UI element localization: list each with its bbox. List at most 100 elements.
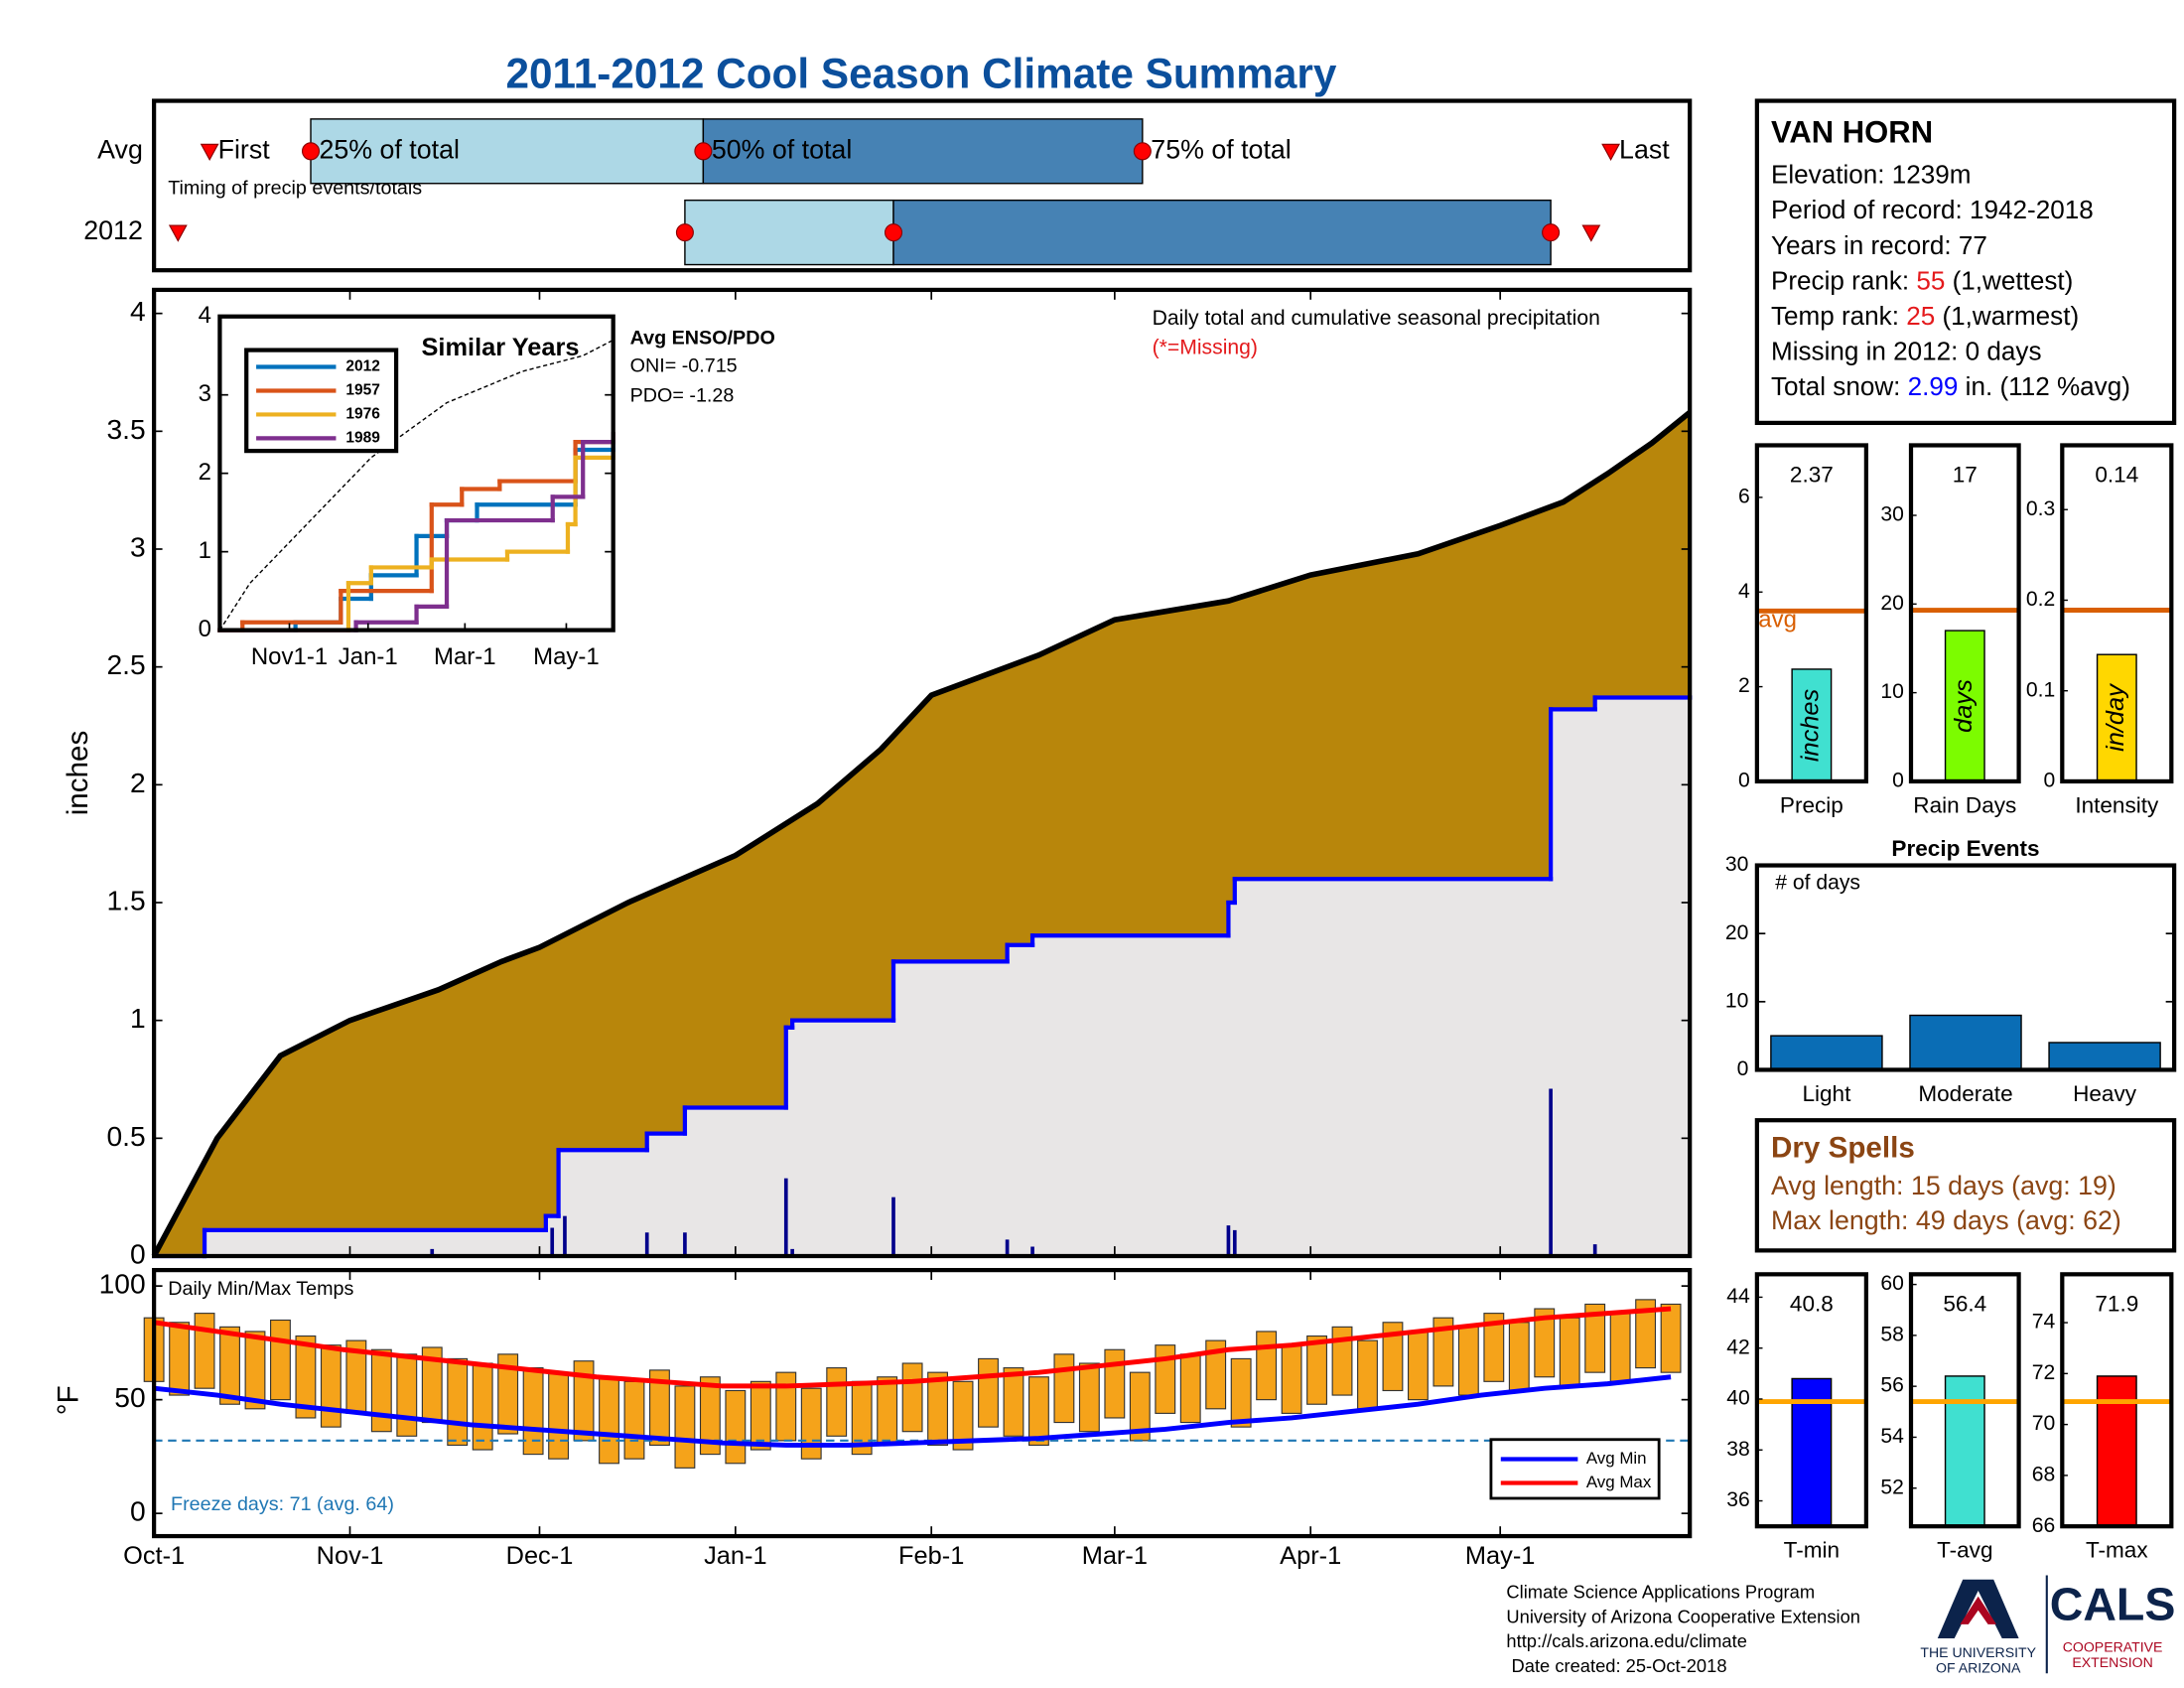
daily-temp-bar bbox=[1483, 1313, 1505, 1382]
category-label: Moderate bbox=[1918, 1081, 2012, 1106]
daily-temp-bar bbox=[775, 1371, 797, 1442]
daily-temp-bar bbox=[1508, 1322, 1530, 1392]
inset-title: Similar Years bbox=[421, 334, 579, 361]
x-tick-label: Apr-1 bbox=[1280, 1542, 1341, 1570]
y-tick-label: 68 bbox=[2032, 1463, 2056, 1485]
category-label: Intensity bbox=[2075, 792, 2159, 817]
timing-segment bbox=[684, 199, 894, 266]
page-title: 2011-2012 Cool Season Climate Summary bbox=[505, 51, 1336, 97]
daily-temp-bar bbox=[548, 1371, 570, 1460]
daily-temp-bar bbox=[800, 1387, 822, 1460]
station-text: Temp rank: bbox=[1771, 301, 1906, 331]
footer-line: http://cals.arizona.edu/climate bbox=[1506, 1630, 1746, 1651]
daily-precip-bar bbox=[1592, 1244, 1597, 1257]
bar-unit-label: inches bbox=[1797, 688, 1825, 762]
value-label: 2.37 bbox=[1790, 462, 1834, 487]
daily-precip-bar bbox=[783, 1178, 788, 1257]
daily-precip-bar bbox=[1226, 1225, 1231, 1257]
reference-line bbox=[218, 339, 614, 632]
logo-extension: COOPERATIVE bbox=[2063, 1639, 2163, 1655]
category-label: T-min bbox=[1784, 1538, 1840, 1563]
y-tick-label: 4 bbox=[199, 302, 211, 329]
daily-temp-bar bbox=[1382, 1322, 1404, 1392]
daily-precip-bar bbox=[891, 1196, 895, 1257]
timing-label: 50% of total bbox=[712, 134, 852, 164]
y-tick-label: 0.2 bbox=[2026, 588, 2055, 611]
y-tick-label: 2.5 bbox=[106, 648, 145, 680]
timing-label: 25% of total bbox=[319, 134, 459, 164]
axes-frame bbox=[152, 1267, 1693, 1539]
daily-temp-bar bbox=[1053, 1353, 1075, 1424]
timing-marker bbox=[1133, 142, 1152, 161]
value-label: 56.4 bbox=[1943, 1291, 1986, 1316]
daily-temp-bar bbox=[1155, 1344, 1176, 1414]
y-tick-label: 0 bbox=[130, 1495, 146, 1527]
timing-segment bbox=[310, 118, 705, 185]
freeze-note: Freeze days: 71 (avg. 64) bbox=[171, 1493, 394, 1515]
enso-line: PDO= -1.28 bbox=[630, 384, 735, 406]
daily-precip-bar bbox=[790, 1248, 794, 1257]
axes-frame bbox=[217, 314, 615, 633]
bar bbox=[1909, 1014, 2022, 1071]
timing-marker bbox=[1601, 143, 1621, 161]
daily-temp-bar bbox=[270, 1319, 291, 1401]
y-tick-label: 54 bbox=[1880, 1425, 1904, 1448]
enso-title: Avg ENSO/PDO bbox=[630, 328, 775, 350]
axes-frame bbox=[1754, 443, 1868, 784]
daily-temp-bar bbox=[1256, 1331, 1278, 1401]
enso-line: ONI= -0.715 bbox=[630, 355, 738, 377]
y-tick-label: 1.5 bbox=[106, 884, 145, 915]
row-label: Avg bbox=[97, 134, 143, 164]
timing-segment bbox=[702, 118, 1144, 185]
station-line: Temp rank: 25 (1,warmest) bbox=[1771, 301, 2079, 331]
y-tick-label: 36 bbox=[1726, 1488, 1750, 1511]
timing-marker bbox=[168, 224, 188, 242]
legend-label: Avg Max bbox=[1586, 1473, 1652, 1491]
daily-precip-bar bbox=[1005, 1239, 1010, 1257]
timing-marker bbox=[301, 142, 321, 161]
y-tick-label: 2 bbox=[1738, 674, 1750, 697]
timing-label: First bbox=[218, 134, 271, 164]
daily-temp-bar bbox=[396, 1353, 418, 1437]
y-tick-label: 42 bbox=[1726, 1336, 1750, 1358]
row-label: 2012 bbox=[83, 215, 143, 245]
daily-temp-bar bbox=[1635, 1299, 1657, 1369]
logo-cals: CALS bbox=[2050, 1578, 2176, 1629]
daily-temp-bar bbox=[169, 1322, 191, 1396]
footer-line: Date created: 25-Oct-2018 bbox=[1506, 1655, 1726, 1676]
daily-temp-bar bbox=[978, 1357, 999, 1428]
station-text: Elevation: 1239m bbox=[1771, 160, 1972, 190]
station-line: Elevation: 1239m bbox=[1771, 160, 1972, 190]
y-tick-label: 4 bbox=[1738, 580, 1750, 603]
panel-note: # of days bbox=[1775, 871, 1860, 894]
daily-temp-bar bbox=[1433, 1317, 1454, 1387]
y-tick-label: 2 bbox=[130, 767, 146, 798]
daily-precip-bar bbox=[1549, 1088, 1553, 1257]
station-text: Period of record: 1942-2018 bbox=[1771, 195, 2094, 224]
avg-cumulative-line bbox=[151, 410, 1692, 1258]
daily-temp-bar bbox=[1078, 1362, 1100, 1433]
category-label: T-max bbox=[2086, 1538, 2148, 1563]
timing-marker bbox=[200, 143, 219, 161]
y-tick-label: 72 bbox=[2032, 1361, 2056, 1384]
y-axis-label: inches bbox=[62, 731, 94, 816]
station-line: Precip rank: 55 (1,wettest) bbox=[1771, 265, 2073, 295]
legend-label: Avg Min bbox=[1586, 1449, 1647, 1468]
legend-label: 1989 bbox=[345, 430, 380, 447]
daily-temp-bar bbox=[472, 1362, 493, 1451]
daily-precip-bar bbox=[683, 1232, 687, 1257]
daily-temp-bar bbox=[1660, 1303, 1682, 1373]
timing-marker bbox=[694, 142, 713, 161]
bar-unit-label: in/day bbox=[2102, 683, 2129, 752]
daily-temp-bar bbox=[497, 1353, 519, 1435]
daily-temp-bar bbox=[1179, 1353, 1201, 1424]
station-line: Total snow: 2.99 in. (112 %avg) bbox=[1771, 371, 2130, 401]
axes-frame bbox=[2060, 443, 2174, 784]
timing-label: Last bbox=[1619, 134, 1670, 164]
daily-temp-bar bbox=[1559, 1317, 1580, 1387]
daily-temp-bar bbox=[1027, 1376, 1049, 1447]
daily-temp-bar bbox=[927, 1371, 949, 1447]
bar bbox=[2048, 1042, 2161, 1071]
daily-temp-bar bbox=[320, 1344, 341, 1428]
